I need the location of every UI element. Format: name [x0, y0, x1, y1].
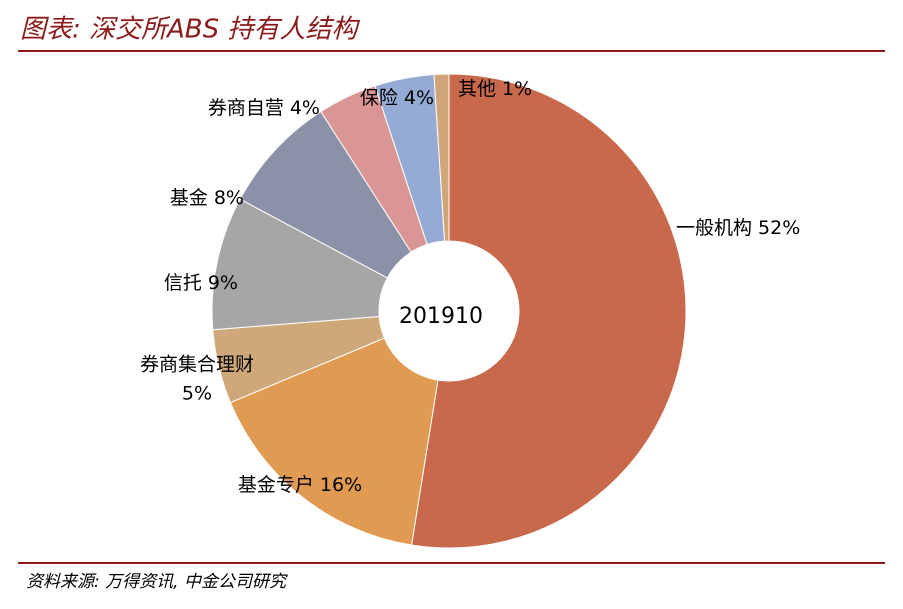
slice-label: 券商自营 4% [208, 97, 320, 119]
slice-label: 基金 8% [170, 187, 244, 209]
value-label: 4% [404, 87, 434, 109]
donut [211, 73, 687, 549]
category-name: 基金专户 [238, 474, 314, 496]
value-label: 1% [502, 78, 532, 100]
category-name: 基金 [170, 187, 208, 209]
category-name: 券商自营 [208, 97, 284, 119]
category-name: 信托 [164, 272, 202, 294]
slice [410, 73, 687, 549]
slice [229, 337, 439, 546]
category-name: 其他 [458, 78, 496, 100]
source-note: 资料来源: 万得资讯, 中金公司研究 [26, 572, 288, 592]
category-name: 一般机构 [676, 217, 752, 239]
value-label: 4% [290, 97, 320, 119]
value-label: 16% [320, 474, 362, 496]
value-label: 5% [182, 383, 212, 405]
value-label: 9% [208, 272, 238, 294]
slice-label: 券商集合理财 [140, 354, 254, 376]
slice-label: 其他 1% [458, 78, 532, 100]
slice-label: 保险 4% [360, 87, 434, 109]
slice-label: 信托 9% [164, 272, 238, 294]
chart-title: 图表: 深交所ABS 持有人结构 [20, 15, 360, 45]
slice [433, 73, 450, 242]
slice-label: 基金专户 16% [238, 474, 362, 496]
value-label: 8% [214, 187, 244, 209]
category-name: 保险 [360, 87, 398, 109]
slice-label: 一般机构 52% [676, 217, 800, 239]
center-label: 201910 [399, 304, 483, 329]
value-label: 52% [758, 217, 800, 239]
slice [211, 198, 388, 331]
